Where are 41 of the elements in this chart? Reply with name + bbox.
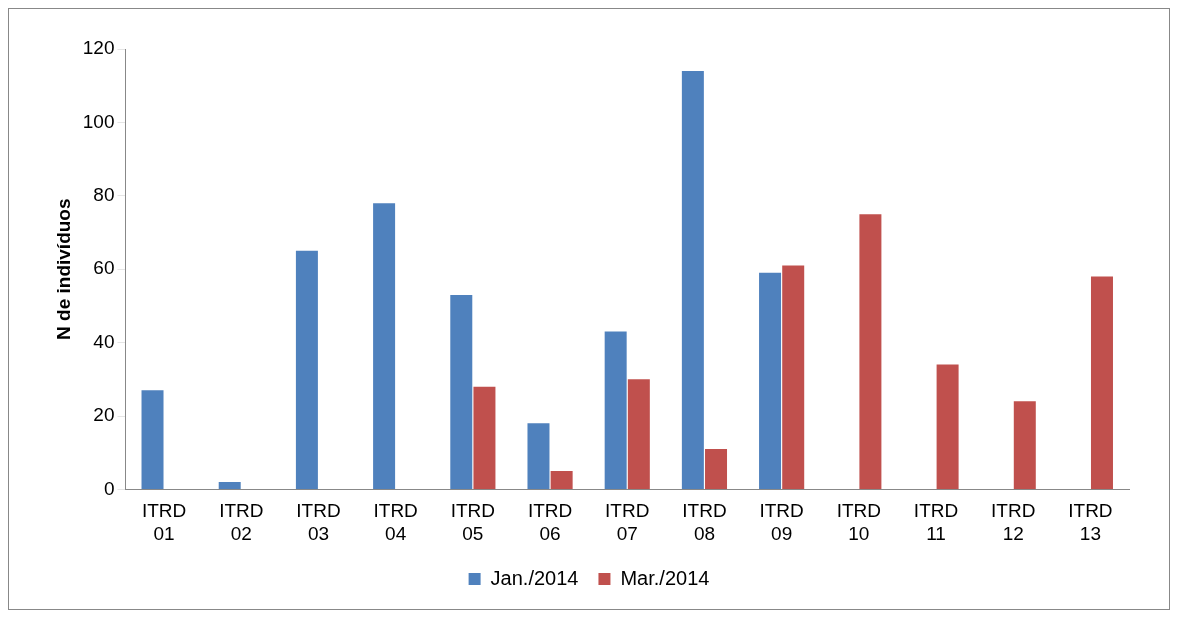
bar (141, 390, 164, 489)
bar (859, 214, 882, 489)
bar (550, 471, 573, 489)
bar (627, 379, 650, 489)
x-tick-label: ITRD 13 (1068, 500, 1113, 544)
bar (218, 482, 241, 489)
y-tick-label: 60 (93, 257, 115, 279)
x-tick-label: ITRD 02 (219, 500, 264, 544)
bar (373, 203, 396, 489)
x-tick-label: ITRD 07 (605, 500, 650, 544)
legend-label: Jan./2014 (490, 566, 579, 589)
x-tick-label: ITRD 11 (913, 500, 959, 544)
bar (295, 250, 318, 489)
bar (705, 449, 728, 489)
y-tick-label: 0 (103, 477, 115, 499)
bar (759, 272, 782, 489)
x-tick-label: ITRD 04 (373, 500, 418, 544)
x-tick-label: ITRD 12 (991, 500, 1036, 544)
y-tick-label: 20 (93, 404, 115, 426)
x-tick-label: ITRD 09 (759, 500, 804, 544)
y-tick-label: 80 (93, 184, 115, 206)
x-tick-label: ITRD 08 (682, 500, 727, 544)
x-tick-label: ITRD 05 (450, 500, 496, 544)
bar (450, 294, 473, 489)
bar (473, 386, 496, 489)
bar (604, 331, 627, 489)
bar (1090, 276, 1113, 489)
bar (681, 71, 704, 489)
y-tick-label: 40 (93, 330, 115, 352)
y-axis-title: N de indivíduos (52, 198, 74, 340)
bar (782, 265, 805, 489)
x-tick-label: ITRD 10 (836, 500, 881, 544)
bar (1013, 401, 1036, 489)
legend-label: Mar./2014 (620, 566, 710, 589)
x-tick-label: ITRD 06 (527, 500, 573, 544)
bar (527, 423, 550, 489)
y-tick-label: 120 (82, 37, 115, 59)
y-tick-label: 100 (82, 110, 115, 132)
bar (936, 364, 959, 489)
x-tick-label: ITRD 01 (141, 500, 187, 544)
x-tick-label: ITRD 03 (296, 500, 341, 544)
